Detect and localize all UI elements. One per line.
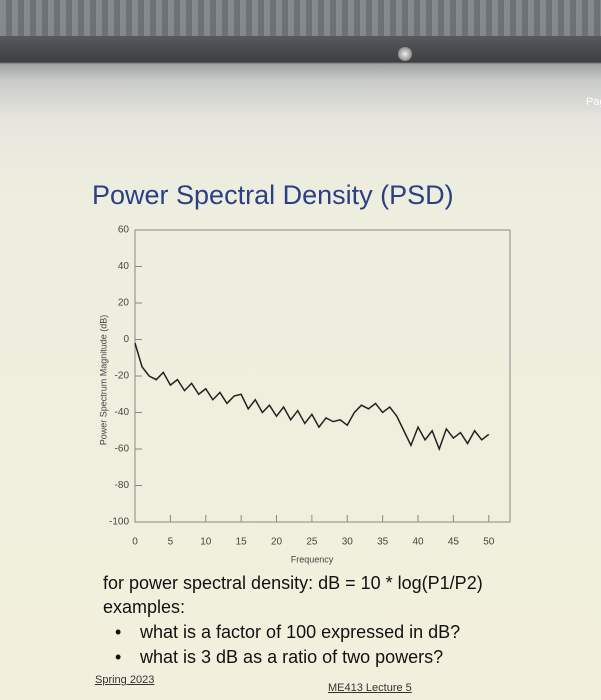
- x-tick-label: 45: [448, 537, 460, 548]
- camera: [398, 47, 412, 61]
- bullet: •: [115, 647, 122, 667]
- x-tick-label: 5: [168, 537, 174, 548]
- psd-line: [134, 342, 490, 452]
- y-tick-label: -100: [109, 517, 129, 528]
- bullet-text: what is a factor of 100 expressed in dB?: [140, 622, 461, 642]
- x-tick-label: 35: [377, 537, 389, 548]
- y-tick-label: -80: [115, 480, 130, 491]
- x-tick-label: 20: [271, 537, 283, 548]
- plot-frame: [134, 229, 511, 523]
- x-tick-label: 40: [412, 537, 424, 548]
- page-tab: Pag: [586, 96, 601, 108]
- x-tick-label: 50: [483, 537, 495, 548]
- x-tick-label: 30: [342, 537, 354, 548]
- y-tick-label: -60: [115, 444, 130, 455]
- x-tick-label: 15: [236, 537, 248, 548]
- footer-left: Spring 2023: [95, 674, 155, 686]
- x-tick-label: 10: [200, 537, 212, 548]
- bullet: •: [115, 622, 122, 642]
- slide-title: Power Spectral Density (PSD): [92, 180, 454, 210]
- screen-bezel: [0, 0, 601, 36]
- footer-center: ME413 Lecture 5: [328, 682, 412, 694]
- x-axis-label: Frequency: [291, 554, 334, 564]
- y-tick-label: 60: [118, 225, 130, 236]
- examples-heading: examples:: [103, 597, 186, 617]
- bullet-text: what is 3 dB as a ratio of two powers?: [140, 647, 444, 667]
- y-tick-label: -20: [115, 371, 130, 382]
- y-tick-label: 0: [123, 334, 129, 345]
- y-tick-label: 40: [118, 261, 130, 272]
- y-tick-label: -40: [115, 407, 130, 418]
- formula-text: for power spectral density: dB = 10 * lo…: [103, 573, 483, 593]
- x-tick-label: 0: [132, 537, 138, 548]
- x-tick-label: 25: [306, 537, 318, 548]
- y-tick-label: 20: [118, 298, 130, 309]
- y-axis-label: Power Spectrum Magnitude (dB): [98, 315, 108, 446]
